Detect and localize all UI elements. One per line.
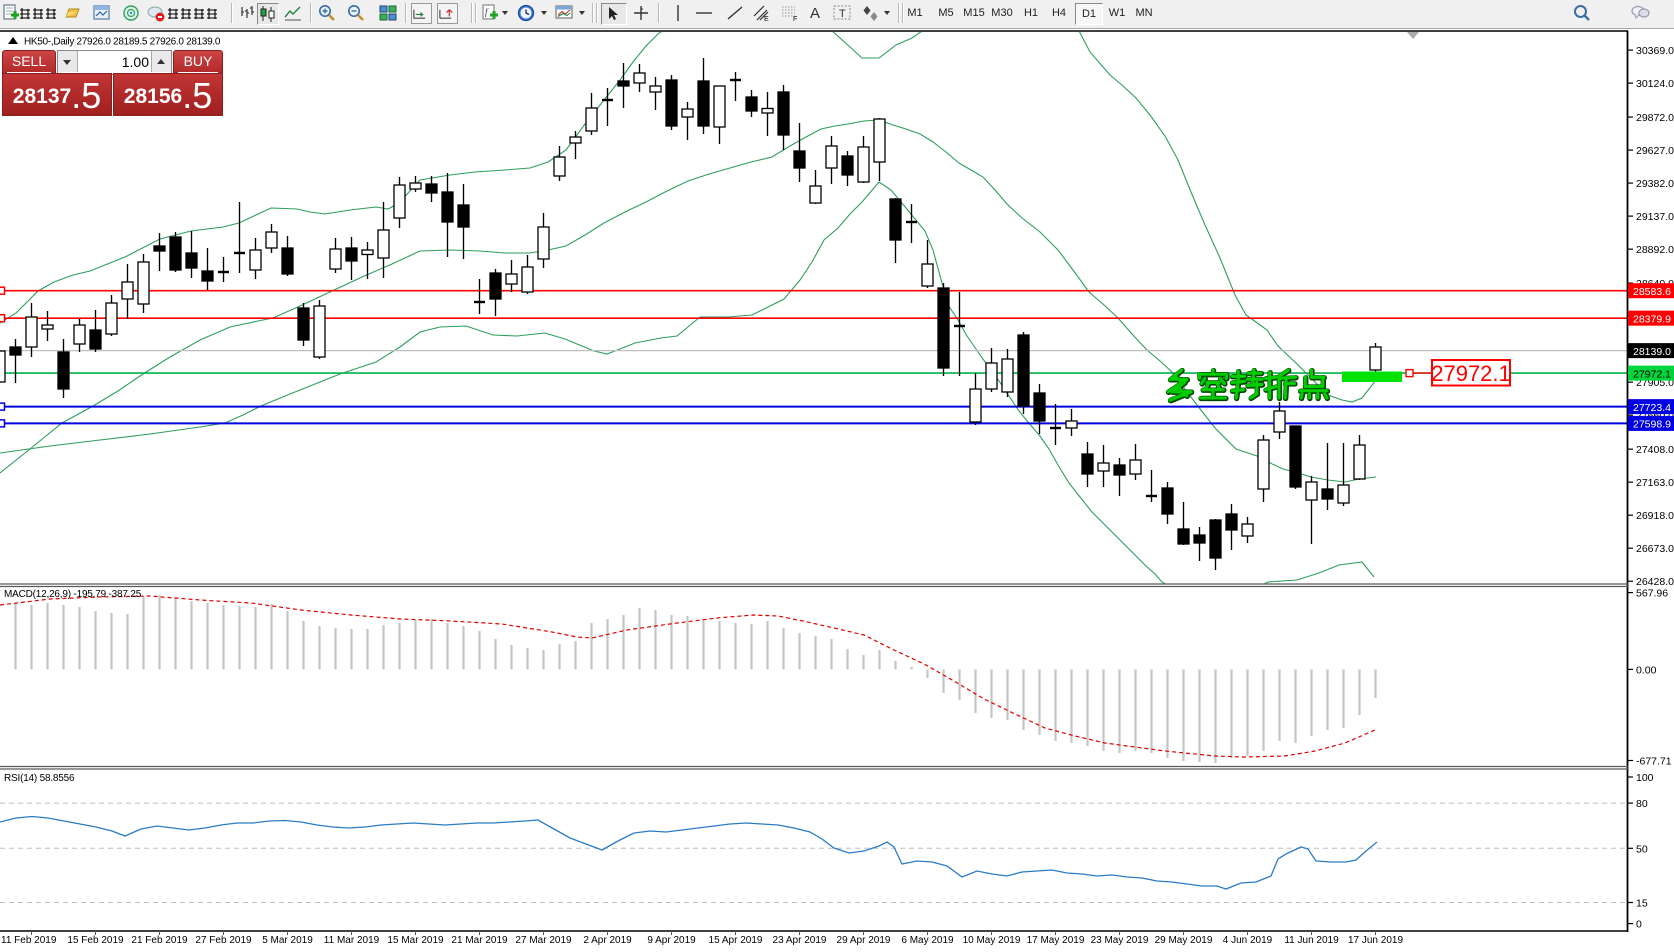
svg-text:567.96: 567.96 [1636, 588, 1668, 600]
svg-text:11 Mar 2019: 11 Mar 2019 [324, 935, 380, 946]
svg-text:27163.0: 27163.0 [1636, 477, 1674, 489]
svg-text:27 Mar 2019: 27 Mar 2019 [515, 935, 572, 946]
svg-text:80: 80 [1636, 798, 1648, 810]
svg-text:29137.0: 29137.0 [1636, 211, 1674, 223]
svg-text:29 May 2019: 29 May 2019 [1155, 935, 1213, 946]
svg-text:T: T [839, 8, 846, 20]
svg-text:27408.0: 27408.0 [1636, 444, 1674, 456]
svg-text:f: f [485, 7, 489, 17]
svg-text:27972.1: 27972.1 [1431, 361, 1511, 386]
svg-text:29627.0: 29627.0 [1636, 145, 1674, 157]
svg-text:27598.9: 27598.9 [1633, 419, 1671, 431]
svg-text:28139.0: 28139.0 [1633, 346, 1671, 358]
svg-text:0.00: 0.00 [1636, 664, 1657, 676]
svg-text:15 Mar 2019: 15 Mar 2019 [387, 935, 444, 946]
svg-text:28892.0: 28892.0 [1636, 244, 1674, 256]
svg-text:27 Feb 2019: 27 Feb 2019 [195, 935, 252, 946]
svg-text:11 Jun 2019: 11 Jun 2019 [1284, 935, 1339, 946]
svg-text:4 Jun 2019: 4 Jun 2019 [1223, 935, 1273, 946]
svg-text:15 Feb 2019: 15 Feb 2019 [67, 935, 124, 946]
svg-text:21 Mar 2019: 21 Mar 2019 [451, 935, 508, 946]
svg-text:6 May 2019: 6 May 2019 [901, 935, 954, 946]
svg-text:28583.6: 28583.6 [1633, 286, 1671, 298]
svg-text:11 Feb 2019: 11 Feb 2019 [1, 935, 57, 946]
svg-text:30124.0: 30124.0 [1636, 78, 1674, 90]
svg-text:15 Apr 2019: 15 Apr 2019 [709, 935, 763, 946]
svg-text:MACD(12,26,9) -195.79 -387.25: MACD(12,26,9) -195.79 -387.25 [4, 589, 142, 600]
svg-text:23 Apr 2019: 23 Apr 2019 [773, 935, 827, 946]
svg-text:2 Apr 2019: 2 Apr 2019 [583, 935, 632, 946]
svg-text:29 Apr 2019: 29 Apr 2019 [837, 935, 891, 946]
svg-text:-677.71: -677.71 [1636, 756, 1672, 768]
svg-text:27723.4: 27723.4 [1633, 402, 1671, 414]
svg-text:RSI(14) 58.8556: RSI(14) 58.8556 [4, 773, 75, 784]
svg-text:26673.0: 26673.0 [1636, 543, 1674, 555]
svg-text:21 Feb 2019: 21 Feb 2019 [131, 935, 188, 946]
svg-text:26918.0: 26918.0 [1636, 510, 1674, 522]
svg-text:23 May 2019: 23 May 2019 [1091, 935, 1149, 946]
svg-text:26428.0: 26428.0 [1636, 576, 1674, 588]
svg-text:28379.9: 28379.9 [1633, 313, 1671, 325]
svg-text:10 May 2019: 10 May 2019 [963, 935, 1021, 946]
svg-text:29872.0: 29872.0 [1636, 112, 1674, 124]
svg-text:HK50-,Daily 27926.0 28189.5 2: HK50-,Daily 27926.0 28189.5 27926.0 2813… [24, 37, 221, 48]
svg-text:5 Mar 2019: 5 Mar 2019 [262, 935, 313, 946]
svg-text:27972.1: 27972.1 [1633, 368, 1671, 380]
svg-text:100: 100 [1636, 772, 1654, 784]
svg-text:29382.0: 29382.0 [1636, 178, 1674, 190]
svg-text:9 Apr 2019: 9 Apr 2019 [647, 935, 696, 946]
svg-text:F: F [793, 16, 797, 22]
svg-text:17 May 2019: 17 May 2019 [1027, 935, 1085, 946]
svg-text:50: 50 [1636, 843, 1648, 855]
svg-text:30369.0: 30369.0 [1636, 45, 1674, 57]
svg-text:E: E [764, 16, 769, 22]
svg-text:17 Jun 2019: 17 Jun 2019 [1348, 935, 1403, 946]
svg-text:15: 15 [1636, 898, 1648, 910]
svg-text:0: 0 [1636, 919, 1642, 931]
